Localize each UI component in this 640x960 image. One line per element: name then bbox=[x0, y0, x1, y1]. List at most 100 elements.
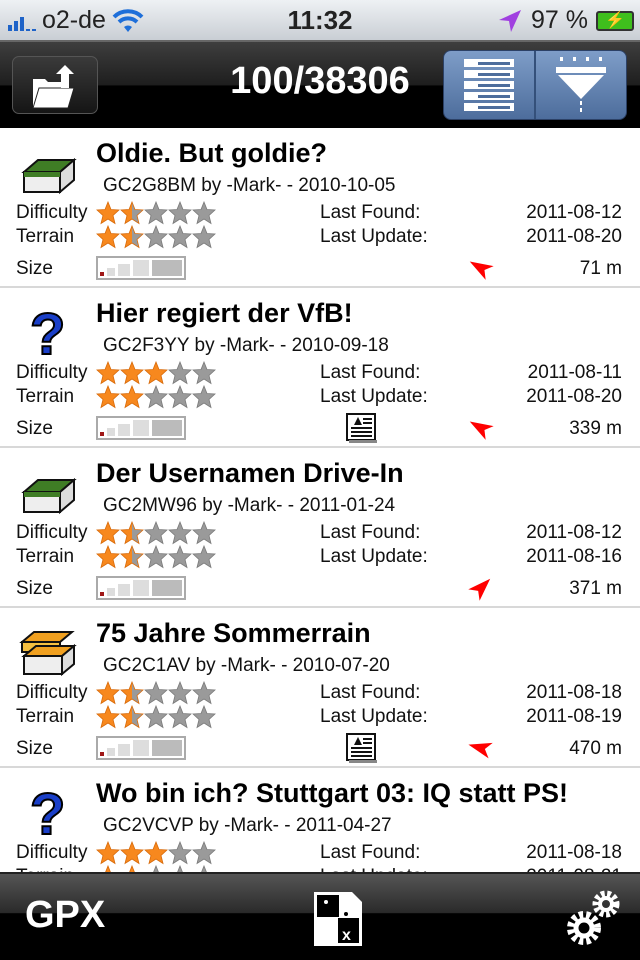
cache-code-owner-date: GC2VCVP by -Mark- - 2011-04-27 bbox=[103, 815, 392, 836]
signal-icon bbox=[8, 11, 36, 31]
distance: 470 m bbox=[569, 738, 622, 759]
star-icon bbox=[192, 681, 216, 705]
wifi-icon bbox=[112, 8, 144, 32]
difficulty-label: Difficulty bbox=[16, 522, 88, 543]
size-label: Size bbox=[16, 578, 53, 599]
gpx-button[interactable]: GPX bbox=[25, 894, 106, 936]
last-update-value: 2011-08-16 bbox=[526, 546, 622, 567]
star-icon bbox=[96, 681, 120, 705]
cache-name: Oldie. But goldie? bbox=[96, 138, 327, 168]
star-icon bbox=[144, 841, 168, 865]
list-view-button[interactable] bbox=[444, 51, 536, 119]
difficulty-rating bbox=[96, 521, 216, 545]
cache-list[interactable]: Oldie. But goldie? GC2G8BM by -Mark- - 2… bbox=[0, 128, 640, 872]
star-icon bbox=[120, 681, 144, 705]
terrain-rating bbox=[96, 705, 216, 729]
description-icon bbox=[346, 733, 377, 763]
size-indicator bbox=[96, 736, 186, 760]
svg-text:?: ? bbox=[30, 302, 65, 362]
direction-arrow-icon bbox=[468, 742, 493, 759]
clock: 11:32 bbox=[287, 5, 353, 35]
star-icon bbox=[192, 841, 216, 865]
last-update-label: Last Update: bbox=[320, 546, 428, 567]
direction-arrow-icon bbox=[468, 578, 491, 601]
size-indicator bbox=[96, 416, 186, 440]
star-icon bbox=[168, 385, 192, 409]
cache-list-item[interactable]: Der Usernamen Drive-In GC2MW96 by -Mark-… bbox=[0, 448, 640, 608]
cache-name: 75 Jahre Sommerrain bbox=[96, 618, 371, 648]
bottom-toolbar: GPX x bbox=[0, 872, 640, 960]
terrain-label: Terrain bbox=[16, 226, 75, 247]
star-icon bbox=[96, 225, 120, 249]
last-found-value: 2011-08-12 bbox=[526, 202, 622, 223]
star-icon bbox=[96, 385, 120, 409]
star-icon bbox=[96, 705, 120, 729]
size-label: Size bbox=[16, 418, 53, 439]
difficulty-rating bbox=[96, 361, 216, 385]
last-found-value: 2011-08-11 bbox=[527, 362, 622, 383]
star-icon bbox=[201, 865, 207, 872]
cache-list-item[interactable]: Oldie. But goldie? GC2G8BM by -Mark- - 2… bbox=[0, 128, 640, 288]
last-found-value: 2011-08-12 bbox=[526, 522, 622, 543]
star-icon bbox=[96, 521, 120, 545]
last-found-value: 2011-08-18 bbox=[526, 682, 622, 703]
star-icon bbox=[120, 841, 144, 865]
cache-list-item[interactable]: ? Hier regiert der VfB! GC2F3YY by -Mark… bbox=[0, 288, 640, 448]
cache-code-owner-date: GC2F3YY by -Mark- - 2010-09-18 bbox=[103, 335, 389, 356]
last-update-label: Last Update: bbox=[320, 226, 428, 247]
multi-cache-icon bbox=[19, 631, 77, 677]
size-label: Size bbox=[16, 258, 53, 279]
terrain-label: Terrain bbox=[16, 546, 75, 567]
difficulty-rating bbox=[96, 681, 216, 705]
star-icon bbox=[168, 225, 192, 249]
terrain-label: Terrain bbox=[16, 706, 75, 727]
svg-text:x: x bbox=[342, 927, 351, 944]
view-segmented-control bbox=[443, 50, 627, 120]
terrain-label: Terrain bbox=[16, 866, 74, 872]
distance: 371 m bbox=[569, 578, 622, 599]
settings-gears-icon[interactable] bbox=[566, 890, 620, 946]
cache-count-title: 100/38306 bbox=[230, 60, 410, 102]
battery-percent: 97 % bbox=[531, 6, 588, 34]
last-found-label: Last Found: bbox=[320, 842, 421, 863]
star-icon bbox=[144, 361, 168, 385]
star-icon bbox=[192, 521, 216, 545]
last-found-label: Last Found: bbox=[320, 202, 421, 223]
cache-list-item[interactable]: 75 Jahre Sommerrain GC2C1AV by -Mark- - … bbox=[0, 608, 640, 768]
star-icon bbox=[168, 521, 192, 545]
mystery-cache-icon: ? bbox=[29, 301, 66, 368]
last-update-label: Last Update: bbox=[320, 866, 428, 872]
star-icon bbox=[168, 681, 192, 705]
star-icon bbox=[153, 865, 159, 872]
cache-code-owner-date: GC2G8BM by -Mark- - 2010-10-05 bbox=[103, 175, 396, 196]
star-icon bbox=[168, 545, 192, 569]
filter-button[interactable] bbox=[536, 51, 626, 119]
last-found-label: Last Found: bbox=[320, 682, 421, 703]
star-icon bbox=[168, 201, 192, 225]
star-icon bbox=[144, 385, 168, 409]
terrain-rating bbox=[96, 545, 216, 569]
direction-arrow-icon bbox=[469, 421, 494, 440]
star-icon bbox=[168, 705, 192, 729]
carrier: o2-de bbox=[8, 6, 144, 35]
star-icon bbox=[177, 865, 183, 872]
star-icon bbox=[120, 361, 144, 385]
traditional-cache-icon bbox=[21, 477, 77, 515]
last-found-label: Last Found: bbox=[320, 362, 421, 383]
navigation-bar: 100/38306 bbox=[0, 40, 640, 128]
traditional-cache-icon bbox=[21, 157, 77, 195]
star-icon bbox=[144, 681, 168, 705]
folder-export-button[interactable] bbox=[12, 56, 98, 114]
cache-list-item[interactable]: ? Wo bin ich? Stuttgart 03: IQ statt PS!… bbox=[0, 768, 640, 872]
last-update-value: 2011-08-20 bbox=[526, 226, 622, 247]
last-found-value: 2011-08-18 bbox=[526, 842, 622, 863]
star-icon bbox=[192, 705, 216, 729]
star-icon bbox=[105, 865, 111, 872]
mystery-cache-icon: ? bbox=[29, 781, 66, 848]
map-overlay-icon[interactable]: x bbox=[314, 892, 362, 946]
terrain-rating bbox=[96, 865, 216, 872]
star-icon bbox=[129, 865, 135, 872]
cache-code-owner-date: GC2C1AV by -Mark- - 2010-07-20 bbox=[103, 655, 390, 676]
star-icon bbox=[192, 545, 216, 569]
last-update-label: Last Update: bbox=[320, 706, 428, 727]
